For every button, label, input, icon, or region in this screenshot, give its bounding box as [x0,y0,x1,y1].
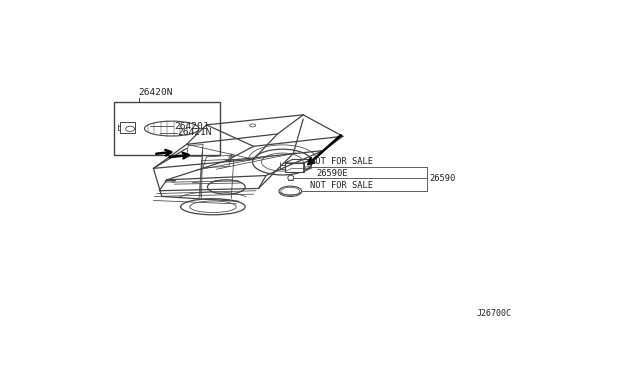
Bar [120,122,134,134]
Ellipse shape [279,186,301,196]
Ellipse shape [207,180,245,194]
Ellipse shape [189,201,236,212]
Text: 26421N: 26421N [178,128,212,137]
Ellipse shape [253,149,312,175]
Ellipse shape [281,187,300,195]
Bar [285,163,304,171]
Text: NOT FOR SALE: NOT FOR SALE [310,157,373,166]
Text: 26590E: 26590E [316,169,348,177]
Bar [114,102,220,155]
Text: J26700C: J26700C [477,309,511,318]
Text: 26420N: 26420N [138,88,173,97]
Ellipse shape [180,199,245,215]
Circle shape [125,126,134,131]
Text: 26420J: 26420J [174,122,209,131]
Text: NOT FOR SALE: NOT FOR SALE [310,181,373,190]
Ellipse shape [288,175,294,180]
Text: 26590: 26590 [429,174,456,183]
Ellipse shape [145,121,199,136]
Ellipse shape [250,124,255,127]
Ellipse shape [262,153,303,171]
